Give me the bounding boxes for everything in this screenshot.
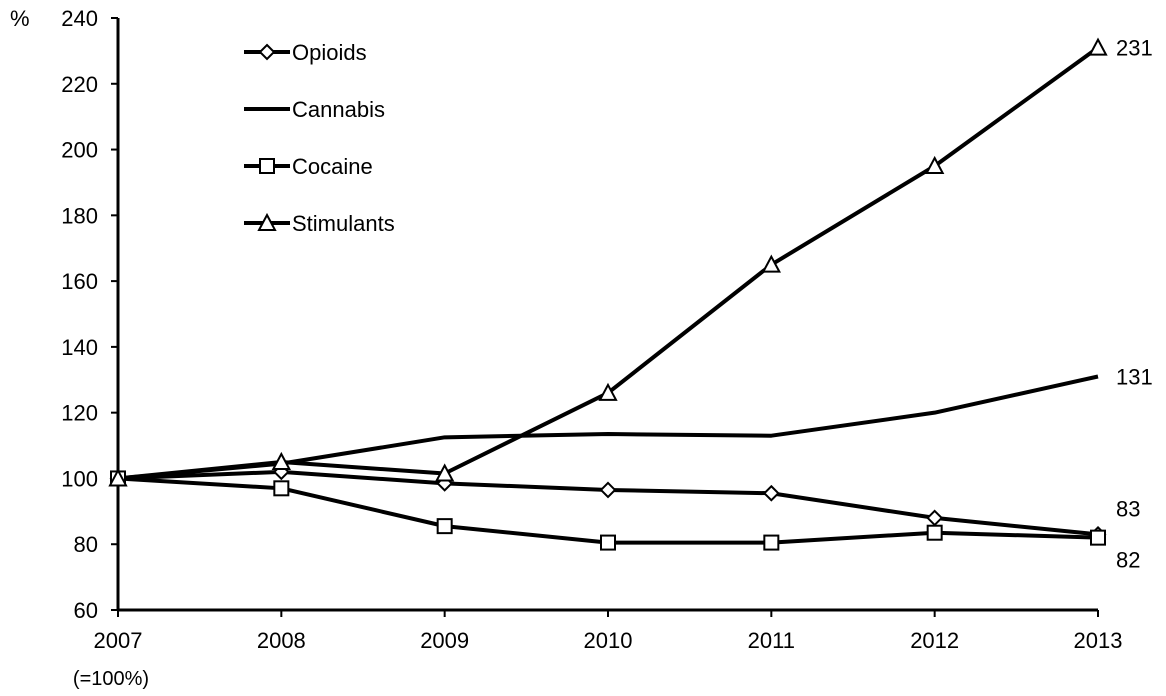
legend-marker-stimulants: [257, 212, 277, 231]
x-tick-label: 2013: [1074, 628, 1123, 653]
x-tick-label: 2007: [94, 628, 143, 653]
series-lines: [117, 45, 1100, 545]
end-labels: 83 131 82 231: [1116, 36, 1153, 573]
x-tick-label: 2009: [420, 628, 469, 653]
y-tick-label: 240: [61, 6, 98, 31]
data-point-stimulants: [1088, 37, 1108, 56]
y-tick-label: 80: [74, 532, 98, 557]
x-tick-label: 2011: [748, 628, 795, 653]
y-tick-label: 120: [61, 401, 98, 426]
data-point-opioids: [599, 481, 617, 499]
legend-label-opioids: Opioids: [292, 40, 367, 65]
end-label-opioids: 83: [1116, 496, 1140, 521]
data-point-opioids: [926, 509, 944, 527]
end-label-cannabis: 131: [1116, 364, 1153, 389]
end-label-stimulants: 231: [1116, 36, 1153, 61]
x-tick-label: 2008: [257, 628, 306, 653]
data-point-stimulants: [271, 451, 292, 470]
data-point-cocaine: [763, 534, 780, 551]
data-point-cocaine: [273, 480, 290, 497]
y-tick-label: 100: [61, 466, 98, 491]
end-label-cocaine: 82: [1116, 548, 1140, 573]
data-point-cocaine: [1090, 529, 1106, 546]
y-tick-label: 220: [61, 72, 98, 97]
data-point-cocaine: [436, 518, 453, 535]
data-point-stimulants: [761, 254, 781, 273]
data-point-cocaine: [926, 524, 943, 541]
legend-marker-cocaine: [259, 158, 275, 174]
y-tick-label: 180: [61, 203, 98, 228]
legend-label-stimulants: Stimulants: [292, 211, 395, 236]
x-base-note: (=100%): [73, 668, 149, 690]
y-tick-label: 200: [61, 138, 98, 163]
data-point-opioids: [762, 484, 780, 502]
axes: 60 80 100 120 140 160 180 200 220 240% 2007 2008 200…: [10, 6, 1122, 690]
legend-marker-opioids: [258, 43, 276, 61]
series-line-stimulants: [117, 45, 1100, 481]
data-point-stimulants: [925, 155, 945, 174]
y-tick-label: 140: [61, 335, 98, 360]
y-unit-label: %: [10, 6, 30, 31]
y-tick-label: 60: [74, 598, 98, 623]
data-point-stimulants: [108, 468, 128, 487]
legend-label-cannabis: Cannabis: [292, 97, 385, 122]
legend-label-cocaine: Cocaine: [292, 154, 373, 179]
data-point-stimulants: [434, 463, 455, 482]
data-point-cocaine: [600, 534, 616, 551]
data-point-stimulants: [598, 382, 618, 401]
x-tick-label: 2010: [584, 628, 633, 653]
y-tick-label: 160: [61, 269, 98, 294]
x-tick-label: 2012: [910, 628, 959, 653]
series-line-opioids: [117, 469, 1099, 537]
series-markers: [108, 37, 1108, 551]
legend: Opioids Cannabis Cocaine Stimulants: [244, 40, 395, 236]
